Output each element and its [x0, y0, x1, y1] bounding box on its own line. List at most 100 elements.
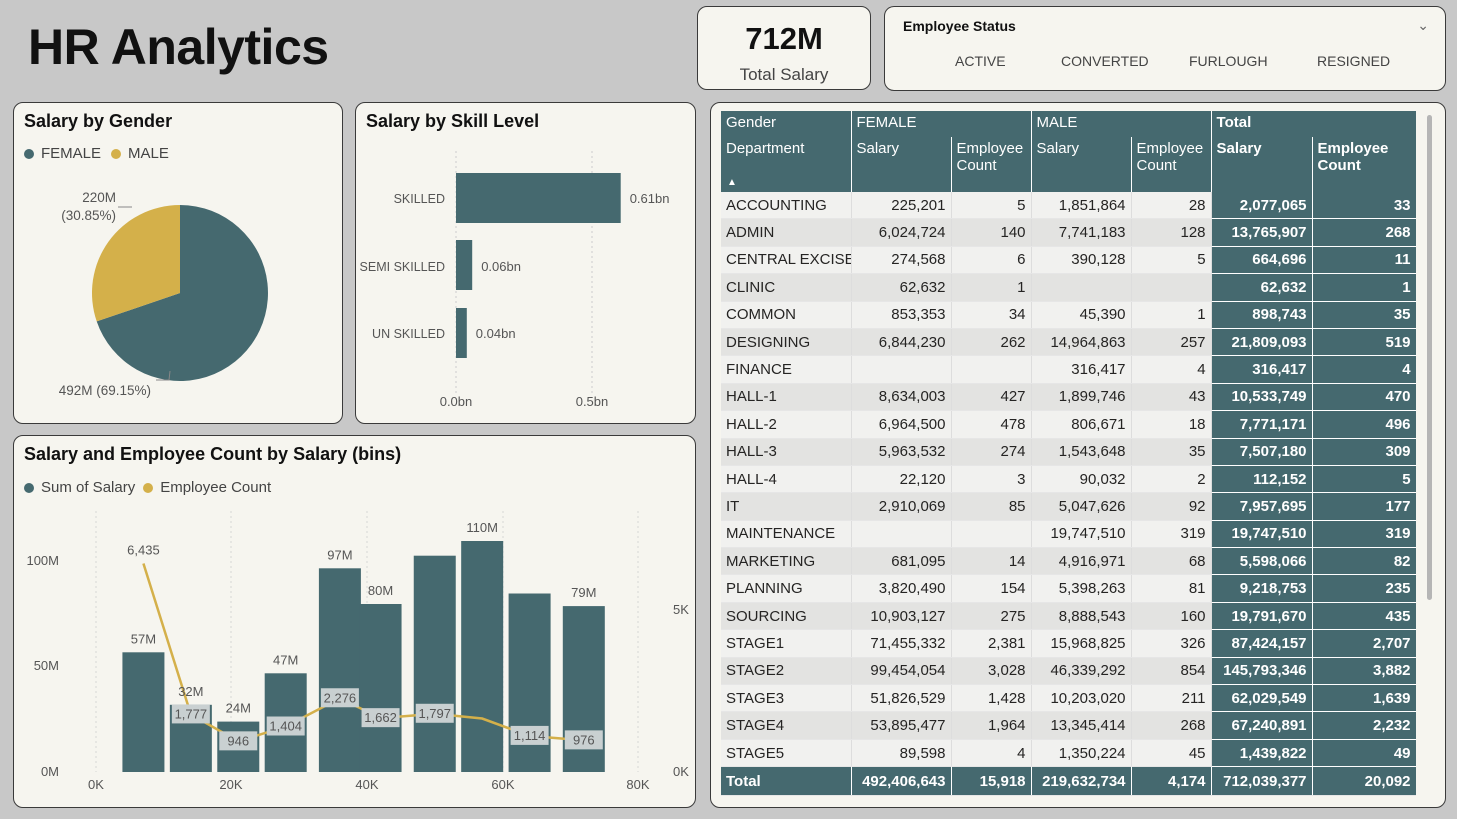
total-salary-card[interactable]: 712M Total Salary	[697, 6, 871, 90]
skill-bar-semi-skilled[interactable]	[456, 240, 473, 290]
count-legend-label: Employee Count	[160, 479, 272, 496]
salary-bin-bar[interactable]	[122, 652, 165, 772]
table-row[interactable]: STAGE4 53,895,477 1,964 13,345,414 268 67,240…	[721, 711, 1416, 740]
table-row[interactable]: FINANCE 316,417 4 316,417 4	[721, 355, 1416, 384]
y-left-tick-100m: 100M	[26, 553, 59, 568]
table-row[interactable]: STAGE2 99,454,054 3,028 46,339,292 854 145,79…	[721, 657, 1416, 686]
skill-label-semi: SEMI SKILLED	[360, 260, 445, 274]
table-row[interactable]: STAGE1 71,455,332 2,381 15,968,825 326 87,424…	[721, 629, 1416, 658]
salary-bin-bar[interactable]	[413, 555, 456, 772]
header-department[interactable]: Department ▲	[721, 137, 852, 192]
header-female-count[interactable]: Employee Count	[951, 137, 1032, 192]
x-tick-40k: 40K	[355, 777, 378, 792]
table-cell: 211	[1131, 684, 1212, 713]
department-cell: HALL-4	[721, 465, 852, 494]
salary-bin-bar[interactable]	[508, 593, 551, 773]
table-cell: 478	[951, 410, 1032, 439]
header-male[interactable]: MALE	[1031, 111, 1212, 137]
table-cell: 519	[1312, 328, 1416, 357]
skill-bar-chart: SKILLED SEMI SKILLED UN SKILLED 0.61bn 0…	[360, 151, 669, 409]
table-row[interactable]: HALL-4 22,120 3 90,032 2 112,152 5	[721, 465, 1416, 494]
header-total: Total	[1211, 111, 1416, 137]
header-female-salary[interactable]: Salary	[851, 137, 952, 192]
header-male-salary[interactable]: Salary	[1031, 137, 1132, 192]
header-male-count[interactable]: Employee Count	[1131, 137, 1212, 192]
table-cell: 19,791,670	[1211, 602, 1313, 631]
department-cell: HALL-1	[721, 383, 852, 412]
table-cell: 1,543,648	[1031, 438, 1132, 466]
table-cell: 5	[951, 192, 1032, 220]
female-leader-line	[156, 370, 171, 381]
table-cell: 154	[951, 574, 1032, 603]
slicer-option-furlough[interactable]: FURLOUGH	[1189, 53, 1268, 69]
table-cell: 92	[1131, 492, 1212, 521]
salary-bins-card[interactable]: Salary and Employee Count by Salary (bin…	[13, 435, 696, 808]
table-cell: 45,390	[1031, 301, 1132, 329]
header-total-salary[interactable]: Salary	[1211, 137, 1313, 192]
table-row[interactable]: MARKETING 681,095 14 4,916,971 68 5,598,066 82	[721, 547, 1416, 576]
table-row[interactable]: STAGE3 51,826,529 1,428 10,203,020 211 62,029…	[721, 684, 1416, 713]
employee-count-line[interactable]	[142, 563, 584, 743]
header-total-count[interactable]: Employee Count	[1312, 137, 1416, 192]
skill-value-semi: 0.06bn	[481, 259, 521, 274]
pie-slice-female[interactable]	[96, 205, 268, 382]
table-row[interactable]: CLINIC 62,632 1 62,632 1	[721, 273, 1416, 302]
employee-status-slicer[interactable]: Employee Status ⌄ ACTIVE CONVERTED FURLO…	[884, 6, 1446, 91]
table-cell: 49	[1312, 739, 1416, 768]
department-cell: ACCOUNTING	[721, 192, 852, 220]
female-value-label: 492M (69.15%)	[59, 383, 151, 398]
table-cell: 316,417	[1031, 355, 1132, 384]
total-cell: 492,406,643	[851, 766, 952, 797]
table-cell	[1031, 273, 1132, 302]
department-matrix-card[interactable]: Gender FEMALE MALE Total Department ▲ Sa…	[710, 102, 1446, 808]
salary-legend-label: Sum of Salary	[41, 479, 136, 496]
table-row[interactable]: SOURCING 10,903,127 275 8,888,543 160 19,791,…	[721, 602, 1416, 631]
table-cell: 177	[1312, 492, 1416, 521]
table-cell: 7,957,695	[1211, 492, 1313, 521]
matrix-table-container[interactable]: Gender FEMALE MALE Total Department ▲ Sa…	[721, 111, 1416, 801]
total-cell: 4,174	[1131, 766, 1212, 797]
salary-bins-chart: 57M 32M 24M 47M 97M 80M 110M 79M 6,435 1,777 946 1,…	[26, 511, 689, 792]
slicer-option-active[interactable]: ACTIVE	[955, 53, 1006, 69]
skill-bar-un-skilled[interactable]	[456, 308, 467, 358]
table-row[interactable]: STAGE5 89,598 4 1,350,224 45 1,439,822 49	[721, 739, 1416, 768]
table-row[interactable]: ACCOUNTING 225,201 5 1,851,864 28 2,077,065 33	[721, 192, 1416, 220]
salary-bin-bar[interactable]	[359, 604, 402, 772]
department-cell: FINANCE	[721, 355, 852, 384]
table-row[interactable]: IT 2,910,069 85 5,047,626 92 7,957,695 177	[721, 492, 1416, 521]
table-cell: 85	[951, 492, 1032, 521]
table-cell: 145,793,346	[1211, 657, 1313, 686]
salary-bin-bar[interactable]	[318, 568, 361, 772]
salary-bin-label: 97M	[327, 547, 352, 562]
table-cell: 4,916,971	[1031, 547, 1132, 576]
count-bin-label: 976	[573, 732, 595, 747]
table-row[interactable]: MAINTENANCE 19,747,510 319 19,747,510 319	[721, 520, 1416, 549]
pie-slice-male[interactable]	[91, 205, 180, 322]
table-cell: 1,639	[1312, 684, 1416, 713]
table-cell: 14	[951, 547, 1032, 576]
salary-by-gender-card[interactable]: Salary by Gender FEMALE MALE 220M (30.85…	[13, 102, 343, 424]
header-row-gender: Gender FEMALE MALE Total	[721, 111, 1416, 137]
bins-legend: Sum of Salary Employee Count	[24, 479, 271, 496]
table-row[interactable]: DESIGNING 6,844,230 262 14,964,863 257 21,809…	[721, 328, 1416, 357]
header-gender: Gender	[721, 111, 852, 137]
gender-pie-chart: 220M (30.85%) 492M (69.15%)	[59, 190, 268, 398]
table-row[interactable]: HALL-2 6,964,500 478 806,671 18 7,771,171 496	[721, 410, 1416, 439]
slicer-option-converted[interactable]: CONVERTED	[1061, 53, 1149, 69]
salary-bin-bar[interactable]	[461, 541, 504, 772]
chevron-down-icon[interactable]: ⌄	[1417, 17, 1429, 33]
x-tick-20k: 20K	[219, 777, 242, 792]
slicer-option-resigned[interactable]: RESIGNED	[1317, 53, 1391, 69]
table-row[interactable]: HALL-3 5,963,532 274 1,543,648 35 7,507,180 30…	[721, 438, 1416, 466]
table-row[interactable]: PLANNING 3,820,490 154 5,398,263 81 9,218,753…	[721, 574, 1416, 603]
matrix-scrollbar[interactable]	[1427, 115, 1432, 600]
table-row[interactable]: ADMIN 6,024,724 140 7,741,183 128 13,765,907 2…	[721, 218, 1416, 247]
table-row[interactable]: CENTRAL EXCISE 274,568 6 390,128 5 664,696 11	[721, 246, 1416, 275]
sort-ascending-icon[interactable]: ▲	[727, 177, 737, 188]
department-matrix-table: Gender FEMALE MALE Total Department ▲ Sa…	[721, 111, 1416, 797]
salary-by-skill-card[interactable]: Salary by Skill Level SKILLED SEMI SKILL…	[355, 102, 696, 424]
skill-bar-skilled[interactable]	[456, 173, 621, 223]
header-female[interactable]: FEMALE	[851, 111, 1032, 137]
table-row[interactable]: COMMON 853,353 34 45,390 1 898,743 35	[721, 301, 1416, 329]
table-row[interactable]: HALL-1 8,634,003 427 1,899,746 43 10,533,749 4…	[721, 383, 1416, 412]
